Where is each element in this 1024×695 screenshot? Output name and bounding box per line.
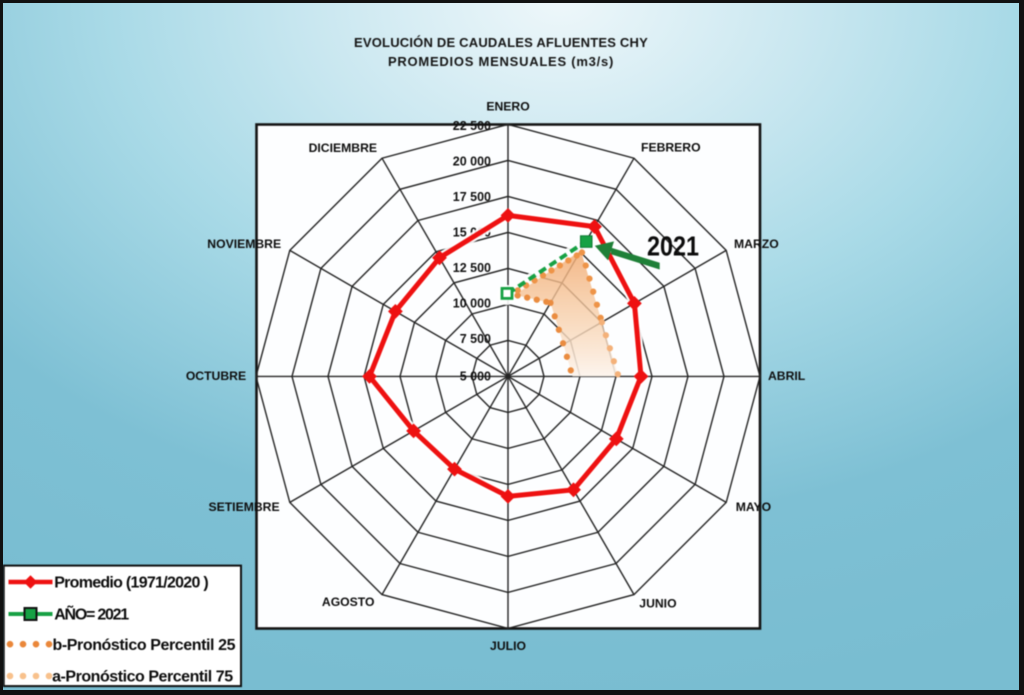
svg-text:JULIO: JULIO xyxy=(490,639,526,653)
svg-text:ENERO: ENERO xyxy=(486,99,529,113)
svg-text:12 500: 12 500 xyxy=(453,261,491,275)
svg-text:17 500: 17 500 xyxy=(453,190,491,204)
svg-text:MARZO: MARZO xyxy=(734,237,779,251)
svg-text:FEBRERO: FEBRERO xyxy=(641,141,701,155)
svg-text:10 000: 10 000 xyxy=(453,296,491,310)
svg-text:2021: 2021 xyxy=(647,231,699,262)
svg-text:20 000: 20 000 xyxy=(453,154,491,168)
svg-text:AÑO= 2021: AÑO= 2021 xyxy=(54,604,129,624)
svg-text:5 000: 5 000 xyxy=(460,369,491,383)
svg-text:22 500: 22 500 xyxy=(453,119,491,133)
svg-text:7 500: 7 500 xyxy=(460,332,491,346)
svg-text:SETIEMBRE: SETIEMBRE xyxy=(208,500,279,514)
svg-text:MAYO: MAYO xyxy=(736,500,771,514)
svg-text:a-Pronóstico Percentil 75: a-Pronóstico Percentil 75 xyxy=(52,669,233,686)
svg-text:ABRIL: ABRIL xyxy=(768,369,806,383)
svg-text:JUNIO: JUNIO xyxy=(639,597,676,611)
svg-text:OCTUBRE: OCTUBRE xyxy=(186,369,246,383)
svg-text:Promedio (1971/2020 ): Promedio (1971/2020 ) xyxy=(54,575,209,592)
svg-text:NOVIEMBRE: NOVIEMBRE xyxy=(207,237,281,251)
svg-text:AGOSTO: AGOSTO xyxy=(322,595,375,609)
svg-text:DICIEMBRE: DICIEMBRE xyxy=(309,141,377,155)
svg-text:b-Pronóstico Percentil 25: b-Pronóstico Percentil 25 xyxy=(53,637,236,654)
